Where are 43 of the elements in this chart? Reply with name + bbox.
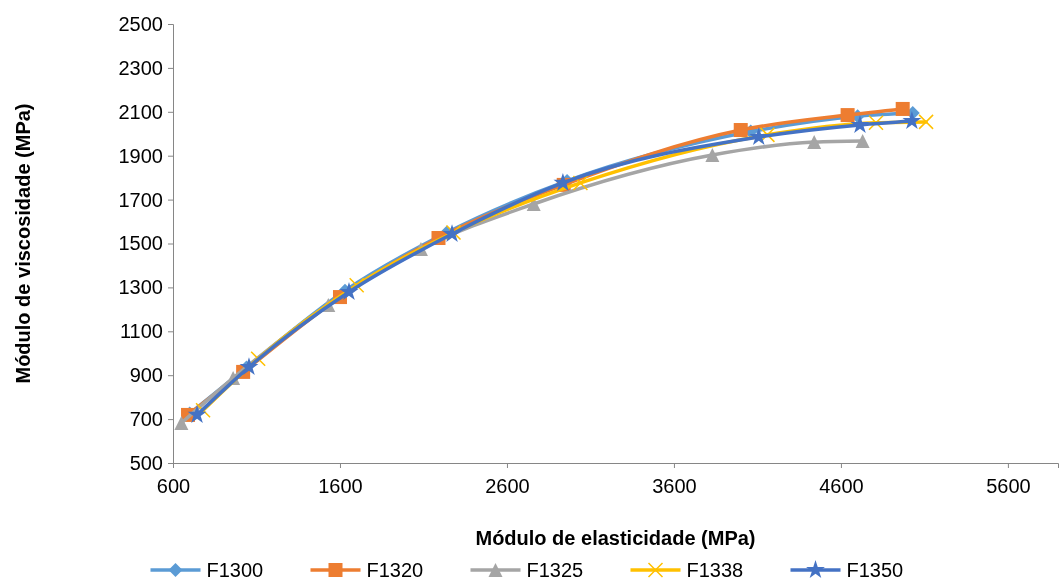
legend-label: F1338 [686, 559, 744, 581]
point [895, 101, 910, 116]
point [187, 405, 207, 423]
point [526, 196, 541, 211]
point [239, 357, 259, 376]
point [807, 135, 822, 150]
x-tick-label: 3600 [652, 475, 697, 497]
y-tick-label: 2300 [118, 56, 163, 79]
y-tick-label: 1700 [118, 188, 163, 211]
legend-label: F1300 [206, 559, 264, 581]
point [733, 123, 748, 138]
point [348, 277, 365, 293]
y-tick-label: 500 [129, 451, 163, 474]
point [855, 133, 870, 148]
point [868, 115, 884, 131]
x-tick-label: 5600 [986, 475, 1031, 497]
point [759, 127, 776, 143]
y-tick-label: 1100 [119, 320, 163, 343]
y-axis-title: Módulo de viscosidade (MPa) [12, 103, 34, 384]
y-tick-label: 1900 [118, 144, 163, 167]
point [850, 115, 870, 133]
point [339, 282, 359, 301]
y-tick-label: 2100 [118, 100, 163, 123]
point [902, 111, 922, 130]
x-tick-label: 4600 [819, 475, 864, 497]
x-tick-label: 600 [156, 475, 191, 497]
point [840, 108, 855, 123]
point [749, 127, 769, 146]
point [572, 175, 589, 191]
point [174, 416, 189, 431]
legend-label: F1320 [366, 559, 424, 581]
point [705, 148, 720, 163]
legend-label: F1325 [526, 559, 584, 581]
y-tick-label: 2500 [118, 12, 163, 35]
y-tick-label: 1500 [118, 232, 163, 255]
legend-label: F1350 [846, 559, 904, 581]
y-tick-label: 700 [129, 408, 163, 430]
x-tick-label: 1600 [318, 475, 363, 497]
x-axis-title: Módulo de elasticidade (MPa) [475, 527, 756, 549]
y-tick-label: 900 [129, 364, 163, 387]
point [918, 114, 934, 130]
y-tick-label: 1300 [118, 276, 163, 299]
x-tick-label: 2600 [485, 475, 530, 497]
